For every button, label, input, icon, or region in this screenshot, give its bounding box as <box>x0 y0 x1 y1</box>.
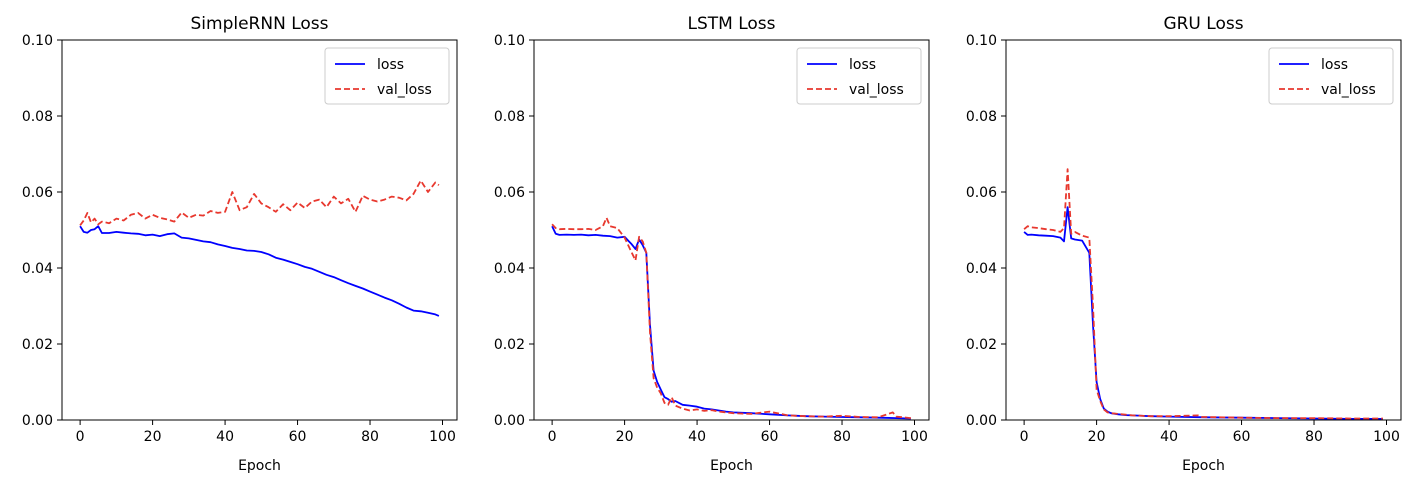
legend-box <box>796 47 922 105</box>
chart-panel-1: 0 20 40 60 80 100 0.00 0.02 0.04 0.06 0.08 0.10 LSTM… <box>494 14 930 474</box>
y-tick-label: 0.08 <box>966 109 997 125</box>
x-tick-label: 0 <box>1020 429 1029 445</box>
x-tick-label: 80 <box>1305 429 1323 445</box>
y-tick-label: 0.02 <box>22 337 53 353</box>
x-tick-label: 80 <box>833 429 851 445</box>
y-tick-label: 0.06 <box>494 185 525 201</box>
x-tick-label: 20 <box>1088 429 1106 445</box>
legend-label-val-loss: val_loss <box>1321 82 1376 98</box>
plot-area-frame <box>1005 39 1402 421</box>
x-tick-label: 40 <box>216 429 234 445</box>
y-tick-label: 0.08 <box>494 109 525 125</box>
plot-area-frame <box>533 39 930 421</box>
x-tick-label: 20 <box>616 429 634 445</box>
x-tick-label: 40 <box>1160 429 1178 445</box>
x-tick-label: 60 <box>289 429 307 445</box>
series-line-val-loss <box>551 216 911 419</box>
y-tick-label: 0.10 <box>966 33 997 49</box>
series-line-val-loss <box>79 179 440 226</box>
y-tick-label: 0.08 <box>22 109 53 125</box>
x-tick-label: 100 <box>901 429 928 445</box>
y-tick-label: 0.06 <box>22 185 53 201</box>
series-line-loss <box>551 225 911 420</box>
chart-panel-2: 0 20 40 60 80 100 0.00 0.02 0.04 0.06 0.08 0.10 GRU … <box>966 14 1402 474</box>
legend-label-loss: loss <box>1321 57 1348 73</box>
legend-label-val-loss: val_loss <box>849 82 904 98</box>
legend-label-loss: loss <box>849 57 876 73</box>
x-tick-label: 100 <box>1373 429 1400 445</box>
y-tick-label: 0.06 <box>966 185 997 201</box>
chart-title: LSTM Loss <box>687 14 775 34</box>
legend: loss val_loss <box>1268 47 1394 105</box>
x-tick-label: 0 <box>76 429 85 445</box>
x-tick-label: 80 <box>361 429 379 445</box>
series-line-loss <box>1023 206 1383 420</box>
x-tick-label: 40 <box>688 429 706 445</box>
y-tick-label: 0.00 <box>966 413 997 429</box>
legend-label-val-loss: val_loss <box>377 82 432 98</box>
chart-title: SimpleRNN Loss <box>191 14 329 34</box>
x-tick-label: 60 <box>1233 429 1251 445</box>
plot-area-frame <box>61 39 458 421</box>
y-tick-label: 0.00 <box>22 413 53 429</box>
legend-box <box>324 47 450 105</box>
series-line-val-loss <box>1023 168 1383 420</box>
series-line-loss <box>79 225 440 317</box>
legend: loss val_loss <box>796 47 922 105</box>
y-tick-label: 0.02 <box>966 337 997 353</box>
chart-panel-0: 0 20 40 60 80 100 0.00 0.02 0.04 0.06 0.08 0.10 Simp… <box>22 14 458 474</box>
y-tick-label: 0.02 <box>494 337 525 353</box>
x-tick-label: 60 <box>761 429 779 445</box>
y-tick-label: 0.10 <box>22 33 53 49</box>
y-tick-label: 0.10 <box>494 33 525 49</box>
x-axis-label: Epoch <box>1182 458 1225 474</box>
legend-label-loss: loss <box>377 57 404 73</box>
y-tick-label: 0.00 <box>494 413 525 429</box>
legend-box <box>1268 47 1394 105</box>
legend: loss val_loss <box>324 47 450 105</box>
y-tick-label: 0.04 <box>966 261 997 277</box>
x-tick-label: 0 <box>548 429 557 445</box>
x-tick-label: 20 <box>144 429 162 445</box>
x-axis-label: Epoch <box>238 458 281 474</box>
x-tick-label: 100 <box>429 429 456 445</box>
y-tick-label: 0.04 <box>494 261 525 277</box>
x-axis-label: Epoch <box>710 458 753 474</box>
chart-title: GRU Loss <box>1163 14 1243 34</box>
y-tick-label: 0.04 <box>22 261 53 277</box>
